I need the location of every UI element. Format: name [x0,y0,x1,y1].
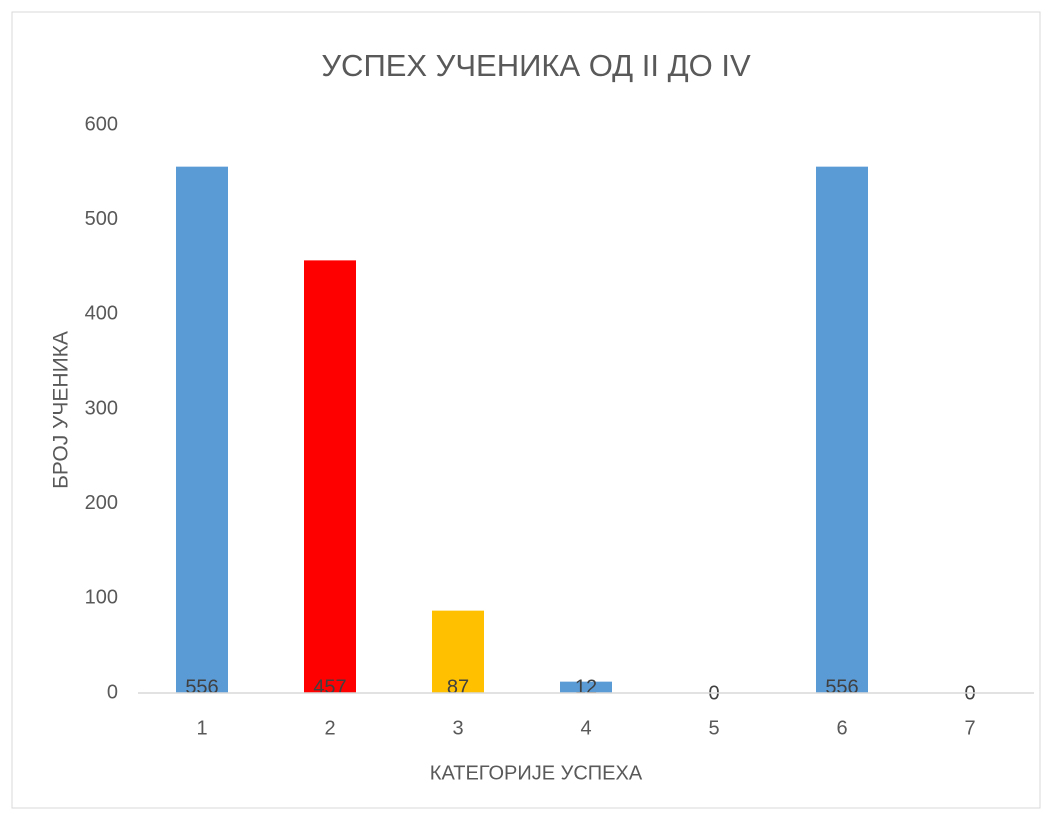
x-axis-title: КАТЕГОРИЈЕ УСПЕХА [430,762,643,784]
bar [816,166,868,694]
y-tick-label: 200 [85,492,118,514]
bar [304,260,356,693]
y-tick-label: 300 [85,397,118,419]
x-tick-label: 1 [196,717,207,739]
y-tick-label: 500 [85,208,118,230]
chart-frame [11,11,1041,809]
y-tick-label: 100 [85,587,118,609]
x-tick-label: 2 [324,717,335,739]
y-tick-label: 400 [85,303,118,325]
bar [560,681,612,693]
x-tick-label: 4 [580,717,591,739]
x-tick-label: 7 [964,717,975,739]
x-tick-label: 6 [836,717,847,739]
chart-title: УСПЕХ УЧЕНИКА ОД II ДО IV [321,48,751,83]
data-label: 556 [825,676,858,698]
bar [176,166,228,694]
data-label: 556 [185,676,218,698]
data-label: 457 [313,676,346,698]
data-label: 12 [575,677,597,699]
y-axis-title: БРОЈ УЧЕНИКА [50,331,73,489]
data-label: 87 [447,676,469,698]
bar [432,610,484,693]
x-tick-label: 3 [452,717,463,739]
y-tick-label: 0 [107,681,118,703]
y-tick-label: 600 [85,113,118,135]
x-tick-label: 5 [708,717,719,739]
